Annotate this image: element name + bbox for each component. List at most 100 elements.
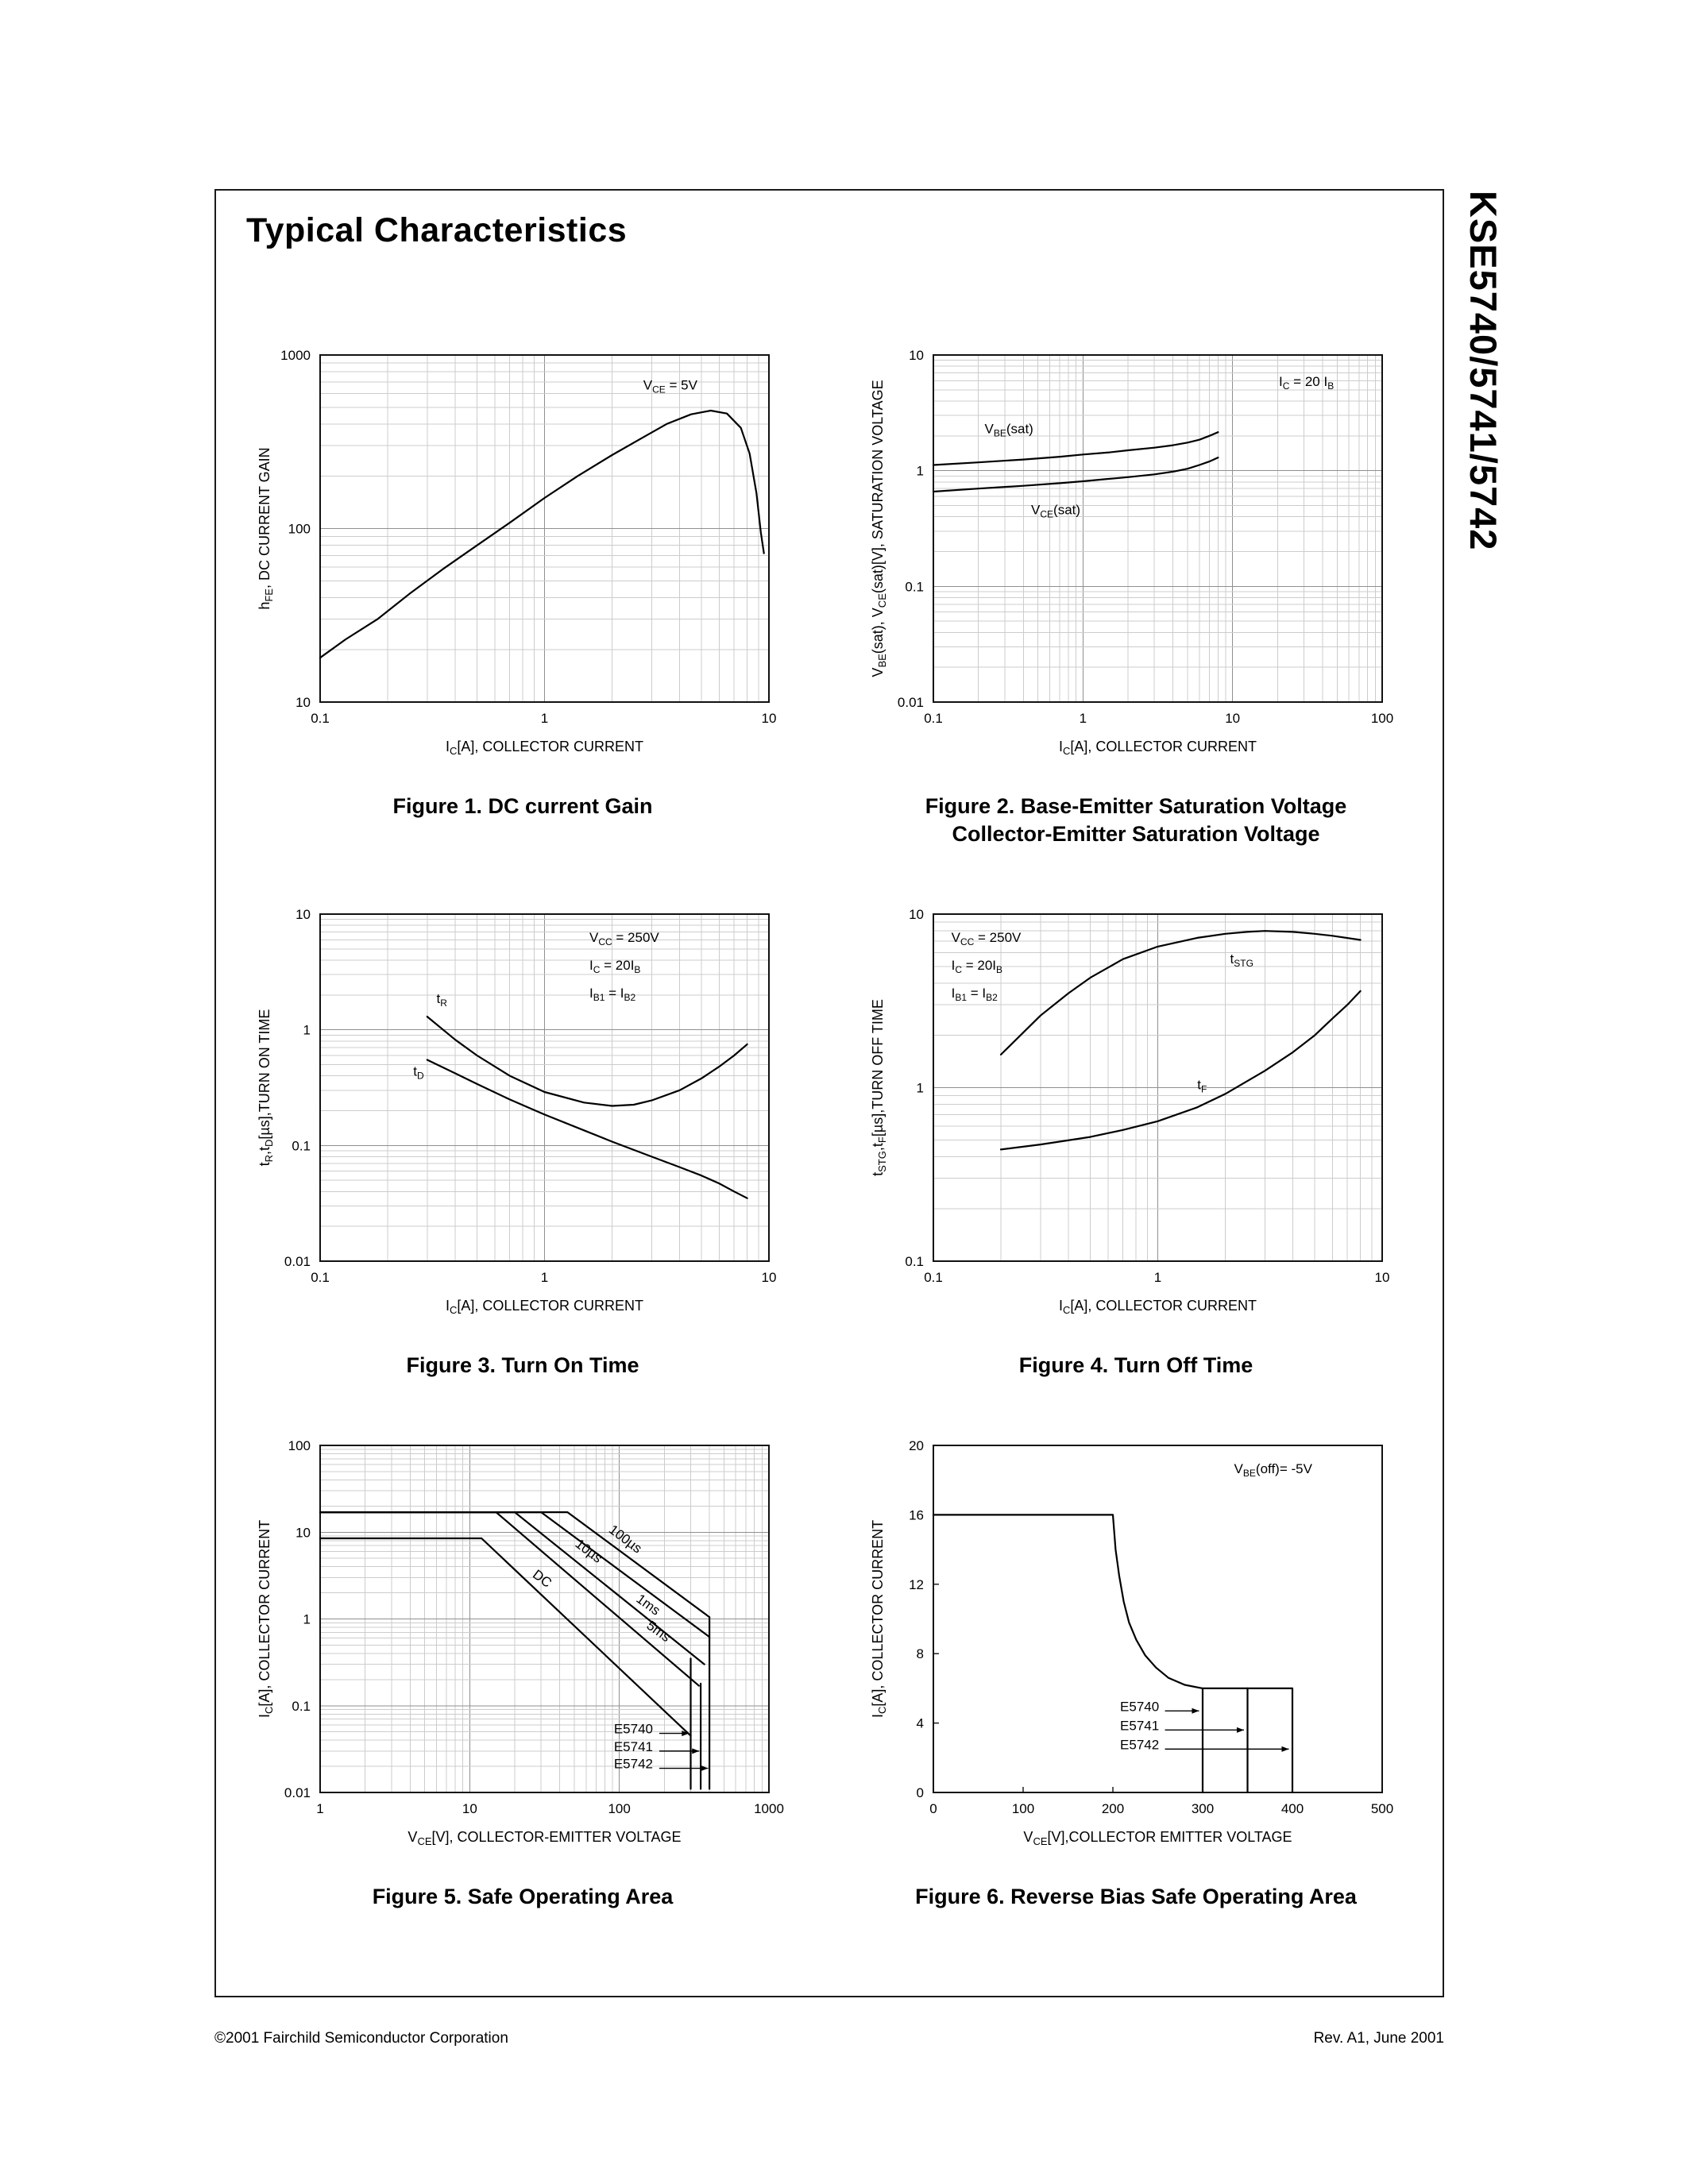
svg-text:10: 10 [462,1801,477,1816]
svg-text:E5741: E5741 [614,1739,653,1754]
svg-text:IC[A], COLLECTOR CURRENT: IC[A], COLLECTOR CURRENT [1059,1298,1257,1316]
figure-2-chart: 0.1 1 10 100 0.01 0.1 1 10 IC[A], COLLECTOR CURR… [858,327,1414,772]
svg-text:IC = 20 IB: IC = 20 IB [1279,374,1334,392]
svg-text:tF: tF [1197,1078,1207,1095]
figure-2: 0.1 1 10 100 0.01 0.1 1 10 IC[A], COLLECTOR CURR… [858,327,1414,848]
figure-5-chart: 1 10 100 1000 0.01 0.1 1 10 100 VCE[V], COLLECTOR… [245,1418,801,1862]
svg-text:10: 10 [762,1270,777,1285]
figure-4: 0.1 1 10 0.1 1 10 IC[A], COLLECTOR CURRENT tSTG… [858,886,1414,1379]
page-footer: ©2001 Fairchild Semiconductor Corporatio… [214,2030,1444,2047]
charts-grid: 0.1 1 10 10 100 1000 IC[A], COLLECTOR CURRENT h… [216,327,1443,1911]
svg-text:0.01: 0.01 [284,1785,311,1800]
svg-text:VCE[V],COLLECTOR EMITTER VOLTA: VCE[V],COLLECTOR EMITTER VOLTAGE [1023,1829,1292,1847]
svg-text:0: 0 [917,1785,924,1800]
arrow-head [1236,1727,1244,1734]
part-number-vertical: KSE5740/5741/5742 [1462,191,1505,551]
figure-6-chart: 0 100 200 300 400 500 0 4 8 12 16 20 VCE[V],COLLECTO… [858,1418,1414,1862]
svg-text:1: 1 [917,464,924,479]
svg-text:10: 10 [1225,711,1240,726]
figure-2-caption: Figure 2. Base-Emitter Saturation Voltag… [925,794,1347,847]
series-tSTG [999,930,1362,1056]
svg-text:0.1: 0.1 [905,1254,924,1269]
series-hFE [319,409,765,659]
svg-text:IC[A], COLLECTOR CURRENT: IC[A], COLLECTOR CURRENT [446,1298,643,1316]
svg-text:VCE = 5V: VCE = 5V [643,378,698,396]
svg-text:10: 10 [909,348,924,363]
svg-text:10: 10 [295,695,311,710]
svg-text:1ms: 1ms [634,1592,663,1619]
svg-text:IB1 = IB2: IB1 = IB2 [952,986,999,1003]
series-VBE(sat) [932,431,1219,466]
svg-text:VCE[V], COLLECTOR-EMITTER VOLT: VCE[V], COLLECTOR-EMITTER VOLTAGE [408,1829,681,1847]
svg-text:IC = 20IB: IC = 20IB [589,958,640,975]
svg-text:0.01: 0.01 [284,1254,311,1269]
svg-text:0.1: 0.1 [905,579,924,594]
chart-canvas: 0.1 1 10 0.1 1 10 IC[A], COLLECTOR CURRENT tSTG… [870,907,1389,1316]
figure-1-chart: 0.1 1 10 10 100 1000 IC[A], COLLECTOR CURRENT h… [245,327,801,772]
svg-text:1: 1 [303,1612,311,1627]
svg-text:E5742: E5742 [1120,1738,1159,1753]
svg-text:12: 12 [909,1577,924,1592]
arrow-head [1281,1746,1289,1753]
svg-text:0.1: 0.1 [311,711,330,726]
svg-text:300: 300 [1192,1801,1214,1816]
svg-text:1: 1 [1154,1270,1161,1285]
copyright-text: ©2001 Fairchild Semiconductor Corporatio… [214,2030,508,2047]
svg-text:IB1 = IB2: IB1 = IB2 [589,986,636,1003]
svg-text:8: 8 [917,1646,924,1661]
svg-text:1: 1 [316,1801,323,1816]
svg-text:E5740: E5740 [614,1722,653,1737]
svg-text:100: 100 [288,1438,311,1453]
svg-text:20: 20 [909,1438,924,1453]
figure-5-caption: Figure 5. Safe Operating Area [372,1885,674,1909]
svg-text:1000: 1000 [754,1801,784,1816]
svg-text:100: 100 [1371,711,1393,726]
svg-text:VCC = 250V: VCC = 250V [589,930,659,947]
svg-text:hFE, DC CURRENT GAIN: hFE, DC CURRENT GAIN [257,447,275,609]
figure-4-caption: Figure 4. Turn Off Time [1018,1353,1253,1378]
svg-text:1: 1 [303,1023,311,1038]
svg-text:0: 0 [929,1801,937,1816]
svg-text:tD: tD [413,1064,424,1082]
svg-text:10: 10 [295,1526,311,1541]
figure-3: 0.1 1 10 0.01 0.1 1 10 IC[A], COLLECTOR CURRENT… [245,886,801,1379]
figure-3-chart: 0.1 1 10 0.01 0.1 1 10 IC[A], COLLECTOR CURRENT… [245,886,801,1331]
series-DC [319,1538,692,1737]
svg-text:IC = 20IB: IC = 20IB [952,958,1002,975]
svg-text:E5742: E5742 [614,1757,653,1772]
chart-canvas: 0 100 200 300 400 500 0 4 8 12 16 20 VCE[V],COLLECTO… [870,1438,1393,1847]
svg-text:10: 10 [762,711,777,726]
svg-text:0.01: 0.01 [898,695,924,710]
figure-6-caption: Figure 6. Reverse Bias Safe Operating Ar… [915,1885,1357,1909]
svg-text:E5741: E5741 [1120,1719,1159,1734]
arrow-head [701,1765,709,1772]
svg-text:E5740: E5740 [1120,1700,1159,1715]
svg-text:tR: tR [436,991,447,1009]
svg-text:1: 1 [541,1270,548,1285]
series-RBSOA [932,1514,1294,1794]
svg-text:VBE(off)= -5V: VBE(off)= -5V [1234,1461,1313,1479]
svg-text:10: 10 [295,907,311,922]
svg-text:200: 200 [1102,1801,1124,1816]
svg-text:0.1: 0.1 [292,1699,311,1714]
page-title: Typical Characteristics [246,211,628,249]
figure-3-caption: Figure 3. Turn On Time [406,1353,639,1378]
svg-text:IC[A], COLLECTOR CURRENT: IC[A], COLLECTOR CURRENT [1059,739,1257,757]
revision-text: Rev. A1, June 2001 [1313,2030,1444,2047]
chart-canvas: 0.1 1 10 10 100 1000 IC[A], COLLECTOR CURRENT h… [257,348,777,757]
series-tD [426,1059,748,1199]
figure-1-caption: Figure 1. DC current Gain [392,794,653,818]
svg-text:VBE(sat), VCE(sat)[V], SATURAT: VBE(sat), VCE(sat)[V], SATURATION VOLTAG… [870,380,888,677]
svg-text:100: 100 [1012,1801,1034,1816]
series-VCE(sat) [932,457,1219,493]
figure-6: 0 100 200 300 400 500 0 4 8 12 16 20 VCE[V],COLLECTO… [858,1418,1414,1911]
svg-text:IC[A], COLLECTOR CURRENT: IC[A], COLLECTOR CURRENT [446,739,643,757]
content-frame: Typical Characteristics 0.1 1 10 10 100 1000 I… [214,189,1444,1997]
svg-text:0.1: 0.1 [924,1270,943,1285]
figure-4-chart: 0.1 1 10 0.1 1 10 IC[A], COLLECTOR CURRENT tSTG… [858,886,1414,1331]
arrow-head [692,1748,700,1754]
svg-text:1000: 1000 [280,348,311,363]
